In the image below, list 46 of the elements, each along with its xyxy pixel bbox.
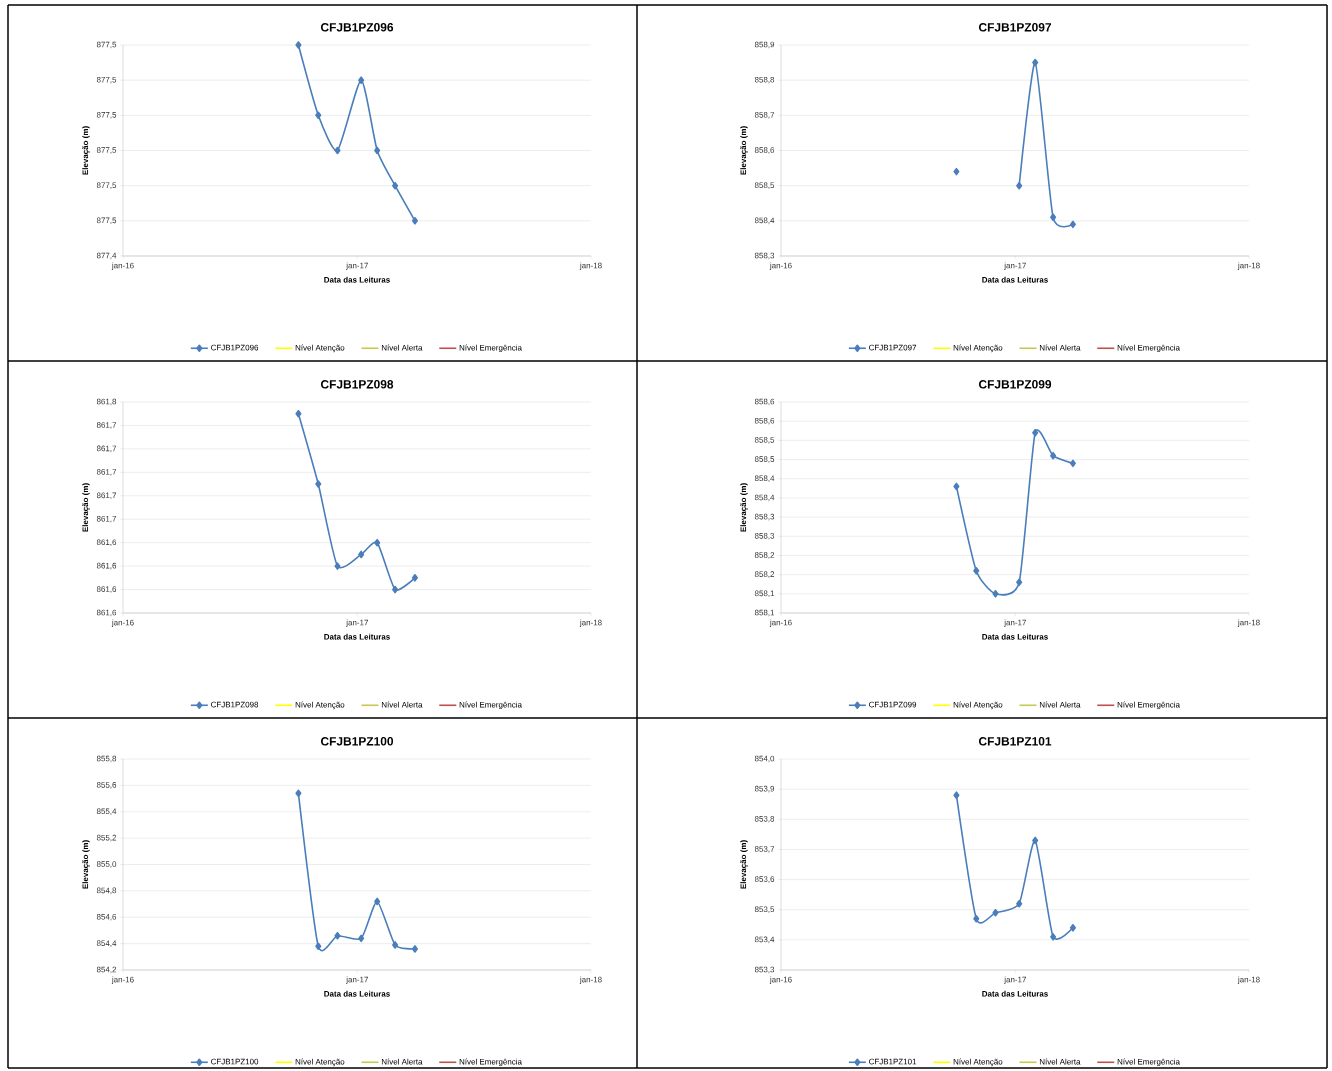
point <box>374 897 381 906</box>
point <box>411 574 418 582</box>
point <box>374 538 381 547</box>
point <box>1069 220 1076 229</box>
point <box>334 146 341 155</box>
point <box>1050 213 1057 222</box>
point <box>973 567 980 575</box>
point <box>295 409 302 418</box>
point <box>358 76 365 84</box>
point <box>953 482 960 491</box>
point <box>411 945 418 953</box>
point <box>1016 181 1023 190</box>
point <box>315 942 322 951</box>
chart-title: CFJB1PZ100 <box>320 737 394 746</box>
point <box>1069 924 1076 932</box>
point <box>392 941 399 949</box>
point <box>953 791 960 799</box>
point <box>358 550 365 559</box>
point <box>1050 933 1057 941</box>
chart-title: CFJB1PZ097 <box>978 23 1052 32</box>
point <box>992 908 999 917</box>
point <box>1032 836 1039 845</box>
point <box>295 789 302 798</box>
point <box>315 480 322 488</box>
point <box>392 585 399 594</box>
point <box>1032 58 1039 67</box>
point <box>334 931 341 940</box>
point <box>1032 428 1039 437</box>
point <box>973 914 980 923</box>
point <box>1050 451 1057 460</box>
point <box>374 146 381 155</box>
point <box>315 111 322 120</box>
point <box>411 217 418 225</box>
point <box>1016 899 1023 908</box>
point <box>1016 578 1023 587</box>
point <box>953 167 960 176</box>
chart-title: CFJB1PZ098 <box>320 380 394 389</box>
point <box>358 934 365 943</box>
chart-title: CFJB1PZ099 <box>978 380 1052 389</box>
chart-title: CFJB1PZ096 <box>320 23 394 32</box>
point <box>392 181 399 190</box>
point <box>295 41 302 49</box>
point <box>992 590 999 598</box>
point <box>1069 459 1076 468</box>
chart-title: CFJB1PZ101 <box>978 737 1052 746</box>
point <box>334 562 341 570</box>
